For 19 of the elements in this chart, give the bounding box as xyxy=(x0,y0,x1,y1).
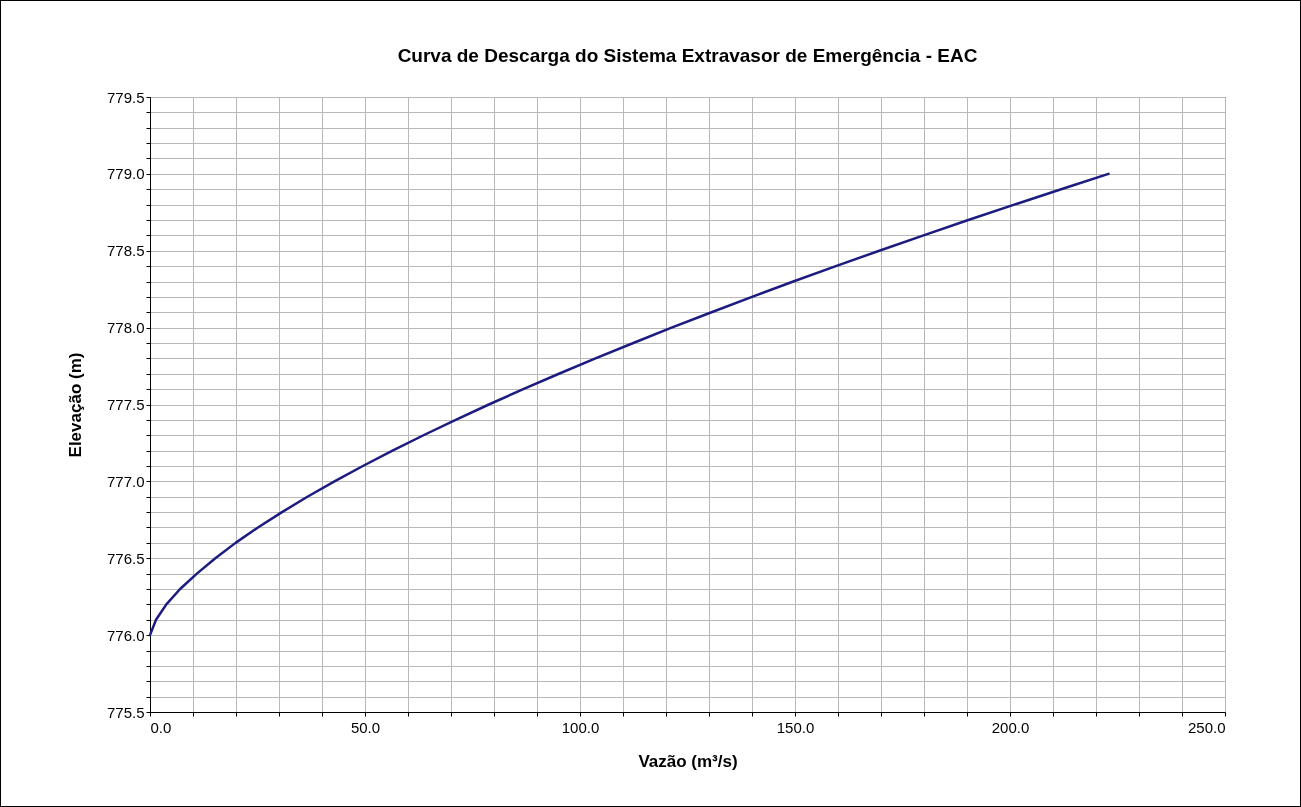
chart-title: Curva de Descarga do Sistema Extravasor de Emergência - EAC xyxy=(397,45,978,66)
y-tick-label: 779.0 xyxy=(106,165,145,183)
x-tick-label: 50.0 xyxy=(350,718,381,736)
y-tick-label: 778.0 xyxy=(106,319,145,337)
y-tick-label: 776.0 xyxy=(106,626,145,644)
y-tick-label: 775.5 xyxy=(106,703,145,721)
y-axis-title: Elevação (m) xyxy=(65,352,85,458)
x-axis-title: Vazão (m³/s) xyxy=(638,751,738,771)
x-tick-label: 150.0 xyxy=(776,718,815,736)
y-tick-label: 779.5 xyxy=(106,88,145,106)
y-tick-label: 778.5 xyxy=(106,242,145,260)
y-tick-label: 777.0 xyxy=(106,472,145,490)
y-tick-label: 777.5 xyxy=(106,396,145,413)
x-tick-label: 200.0 xyxy=(991,718,1030,736)
x-tick-label: 100.0 xyxy=(561,718,600,736)
x-tick-label: 0.0 xyxy=(150,718,172,736)
y-tick-label: 776.5 xyxy=(106,549,145,567)
x-tick-label: 250.0 xyxy=(1187,718,1226,736)
line-series xyxy=(148,172,1110,637)
